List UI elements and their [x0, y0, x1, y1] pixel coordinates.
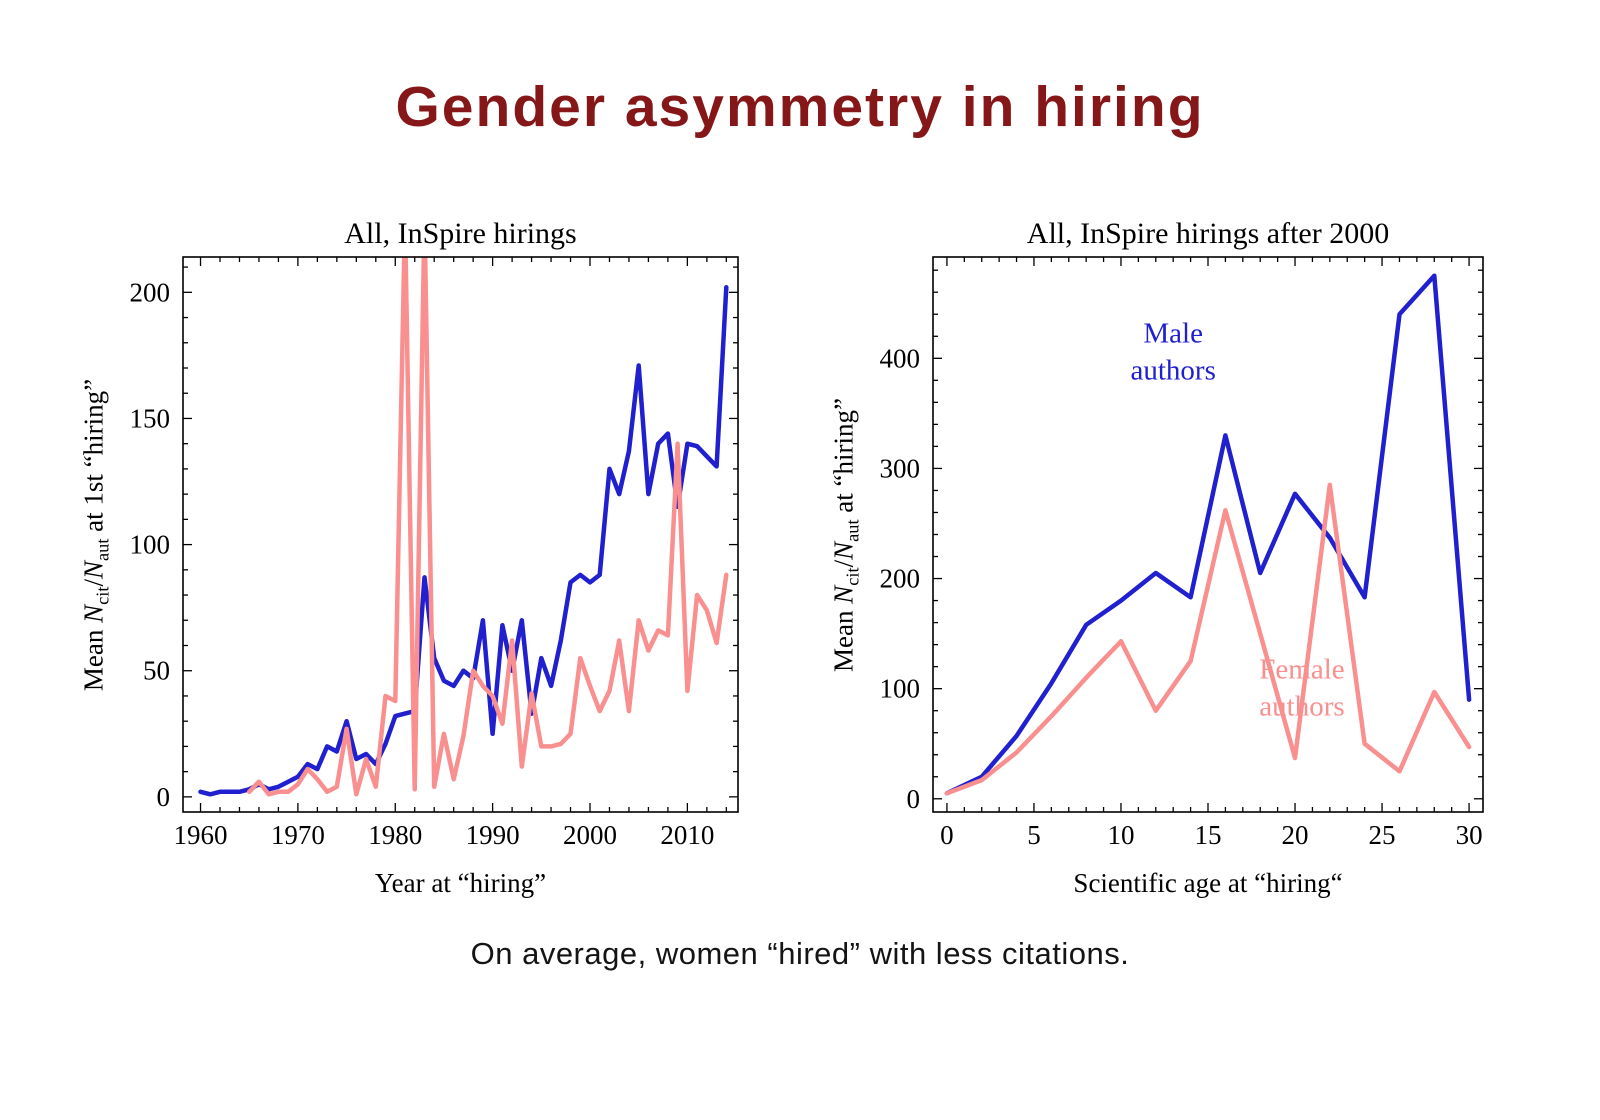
chart-inspire-hirings-after-2000: 0 5 10 15 20 25 30 0 100 200 300 400 All, InSpire hi…	[810, 212, 1530, 912]
y-tick-label: 300	[880, 453, 921, 483]
x-tick-label: 2010	[660, 820, 714, 850]
male-authors-label: Male authors	[1130, 317, 1216, 387]
x-tick-label: 1960	[174, 820, 228, 850]
x-tick-label: 10	[1107, 820, 1134, 850]
x-tick-label: 2000	[563, 820, 617, 850]
x-tick-label: 5	[1027, 820, 1041, 850]
y-tick-label: 200	[130, 277, 171, 307]
series-line-male	[198, 285, 729, 797]
y-axis-label: Mean Ncit/Naut at 1st “hiring”	[78, 378, 113, 691]
y-tick-label: 200	[880, 564, 921, 594]
y-tick-label: 100	[880, 674, 921, 704]
chart-inspire-hirings: 1960 1970 1980 1990 2000 2010 0 50 100 150 200 All,…	[60, 212, 760, 912]
y-tick-label: 0	[157, 782, 171, 812]
y-tick-label: 150	[130, 403, 171, 433]
x-tick-label: 25	[1369, 820, 1396, 850]
x-tick-label: 20	[1282, 820, 1309, 850]
series-line-male	[944, 273, 1472, 796]
series-line-female	[944, 482, 1472, 796]
y-tick-label: 0	[907, 784, 921, 814]
x-tick-label: 1980	[368, 820, 422, 850]
chart-title: All, InSpire hirings after 2000	[1026, 217, 1390, 250]
x-tick-label: 1990	[466, 820, 520, 850]
y-tick-label: 50	[143, 656, 170, 686]
axis-ticks: 1960 1970 1980 1990 2000 2010 0 50 100 150 200	[130, 257, 738, 850]
series-line-female	[246, 257, 729, 797]
y-tick-label: 400	[880, 343, 921, 373]
x-tick-label: 30	[1456, 820, 1483, 850]
chart-title: All, InSpire hirings	[344, 217, 577, 250]
x-tick-label: 0	[940, 820, 954, 850]
plot-frame	[932, 256, 1484, 813]
x-axis-label: Scientific age at “hiring“	[1073, 868, 1343, 898]
female-authors-label: Female authors	[1259, 652, 1345, 723]
x-axis-label: Year at “hiring”	[374, 868, 547, 898]
y-tick-label: 100	[130, 530, 171, 560]
x-tick-label: 15	[1195, 820, 1222, 850]
plot-frame	[182, 256, 739, 813]
slide-title: Gender asymmetry in hiring	[395, 75, 1205, 139]
slide-caption: On average, women “hired” with less cita…	[470, 936, 1130, 971]
y-axis-label: Mean Ncit/Naut at “hiring”	[828, 397, 863, 672]
x-tick-label: 1970	[271, 820, 325, 850]
chart-canvas: 1960 1970 1980 1990 2000 2010 0 50 100 150 200	[130, 256, 739, 850]
